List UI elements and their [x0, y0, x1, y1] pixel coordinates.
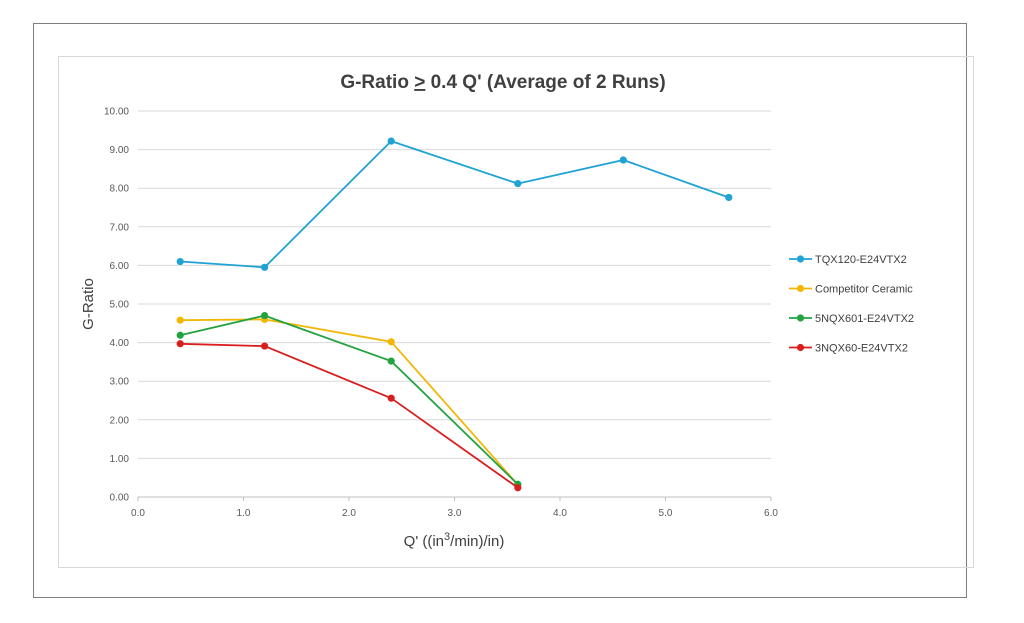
- series-line-3: [180, 342, 519, 489]
- y-tick-label: 1.00: [110, 454, 130, 465]
- data-point-series-0: [514, 179, 522, 188]
- legend: TQX120-E24VTX2 Competitor Ceramic 5NQX601-…: [789, 254, 914, 355]
- data-point-series-3: [514, 484, 522, 492]
- data-point-series-1: [176, 316, 184, 324]
- data-point-series-2: [176, 331, 184, 339]
- series-line-1: [180, 318, 519, 486]
- chart-title-operator: >: [414, 72, 425, 93]
- data-point-series-0: [176, 257, 184, 266]
- data-point-series-3: [176, 340, 184, 348]
- legend-entry-label: 5NQX601-E24VTX2: [815, 313, 914, 325]
- series-line-2: [179, 314, 519, 485]
- series-line-0: [180, 140, 730, 269]
- data-point-series-3: [387, 394, 395, 402]
- legend-swatch-marker: [796, 255, 805, 263]
- data-point-series-0: [261, 263, 269, 271]
- data-point-series-0: [619, 156, 627, 164]
- data-point-series-2: [387, 357, 395, 365]
- series-layer: [176, 137, 733, 492]
- y-tick-label: 2.00: [110, 415, 130, 426]
- grid-layer: [138, 110, 771, 459]
- y-tick-label: 3.00: [110, 377, 130, 388]
- legend-entry-label: 3NQX60-E24VTX2: [815, 343, 908, 355]
- legend-swatch-marker: [796, 314, 805, 322]
- chart-area-border: [58, 56, 974, 568]
- data-point-series-0: [725, 193, 733, 202]
- axis-layer: 0.00 1.00 2.00 3.00 4.00 5.00 6.00 7.00 8.00 9.00…: [104, 107, 778, 520]
- y-tick-label: 0.00: [110, 493, 130, 504]
- data-point-series-0: [387, 137, 395, 145]
- y-axis-label: G-Ratio: [80, 278, 97, 330]
- y-tick-label: 4.00: [110, 338, 130, 349]
- data-point-series-3: [261, 342, 269, 350]
- chart-outer-frame: [33, 23, 967, 598]
- legend-swatch-marker: [796, 343, 805, 352]
- x-tick-label: 3.0: [448, 508, 462, 519]
- x-tick-label: 2.0: [342, 508, 356, 519]
- y-tick-label: 5.00: [110, 300, 130, 311]
- x-tick-label: 6.0: [764, 508, 778, 519]
- y-tick-label: 6.00: [110, 261, 130, 272]
- legend-entry-label: Competitor Ceramic: [815, 284, 913, 296]
- x-tick-label: 4.0: [553, 508, 567, 519]
- x-axis-label: Q' ((in3/min)/in): [404, 531, 505, 550]
- data-point-series-1: [387, 338, 395, 346]
- x-axis-label-superscript: 3: [444, 531, 450, 543]
- x-tick-label: 0.0: [131, 508, 145, 519]
- y-tick-label: 7.00: [110, 222, 130, 233]
- y-tick-label: 8.00: [110, 184, 130, 195]
- x-tick-label: 5.0: [659, 508, 673, 519]
- y-tick-label: 10.00: [104, 107, 129, 118]
- legend-entry-label: TQX120-E24VTX2: [815, 254, 907, 266]
- x-tick-label: 1.0: [237, 508, 251, 519]
- data-point-series-2: [261, 311, 269, 320]
- legend-swatch-marker: [796, 284, 805, 293]
- chart-title: G-Ratio > 0.4 Q' (Average of 2 Runs): [340, 72, 665, 93]
- y-tick-label: 9.00: [110, 145, 130, 156]
